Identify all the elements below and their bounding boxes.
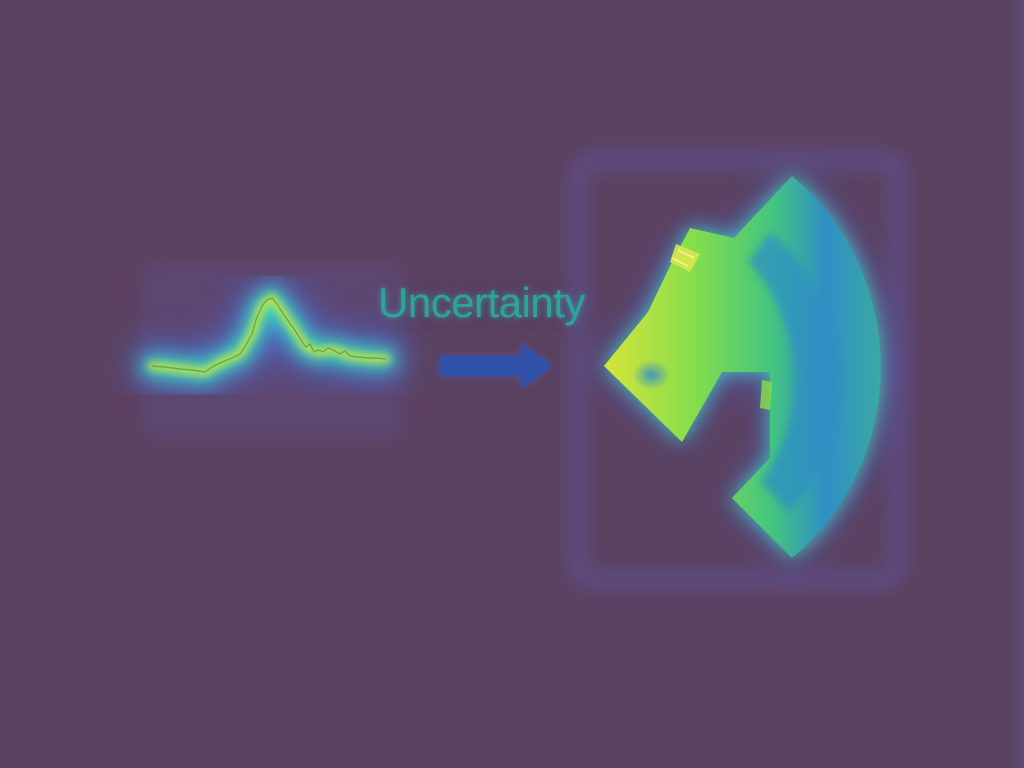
right-panel-frame xyxy=(567,149,909,591)
uncertainty-label: Uncertainty xyxy=(378,279,585,326)
waveform-icon xyxy=(132,278,406,392)
left-panel-shadow xyxy=(140,262,405,440)
right-edge-strip xyxy=(1004,0,1024,768)
right-arrow-icon xyxy=(440,344,552,388)
fan-wedge-icon xyxy=(604,176,881,558)
